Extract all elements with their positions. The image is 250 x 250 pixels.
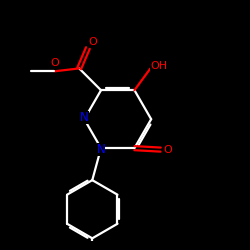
Text: O: O	[50, 58, 59, 68]
Text: O: O	[164, 144, 172, 154]
Text: OH: OH	[150, 61, 167, 71]
Text: N: N	[97, 143, 106, 156]
Text: N: N	[80, 111, 89, 124]
Text: O: O	[88, 37, 97, 47]
